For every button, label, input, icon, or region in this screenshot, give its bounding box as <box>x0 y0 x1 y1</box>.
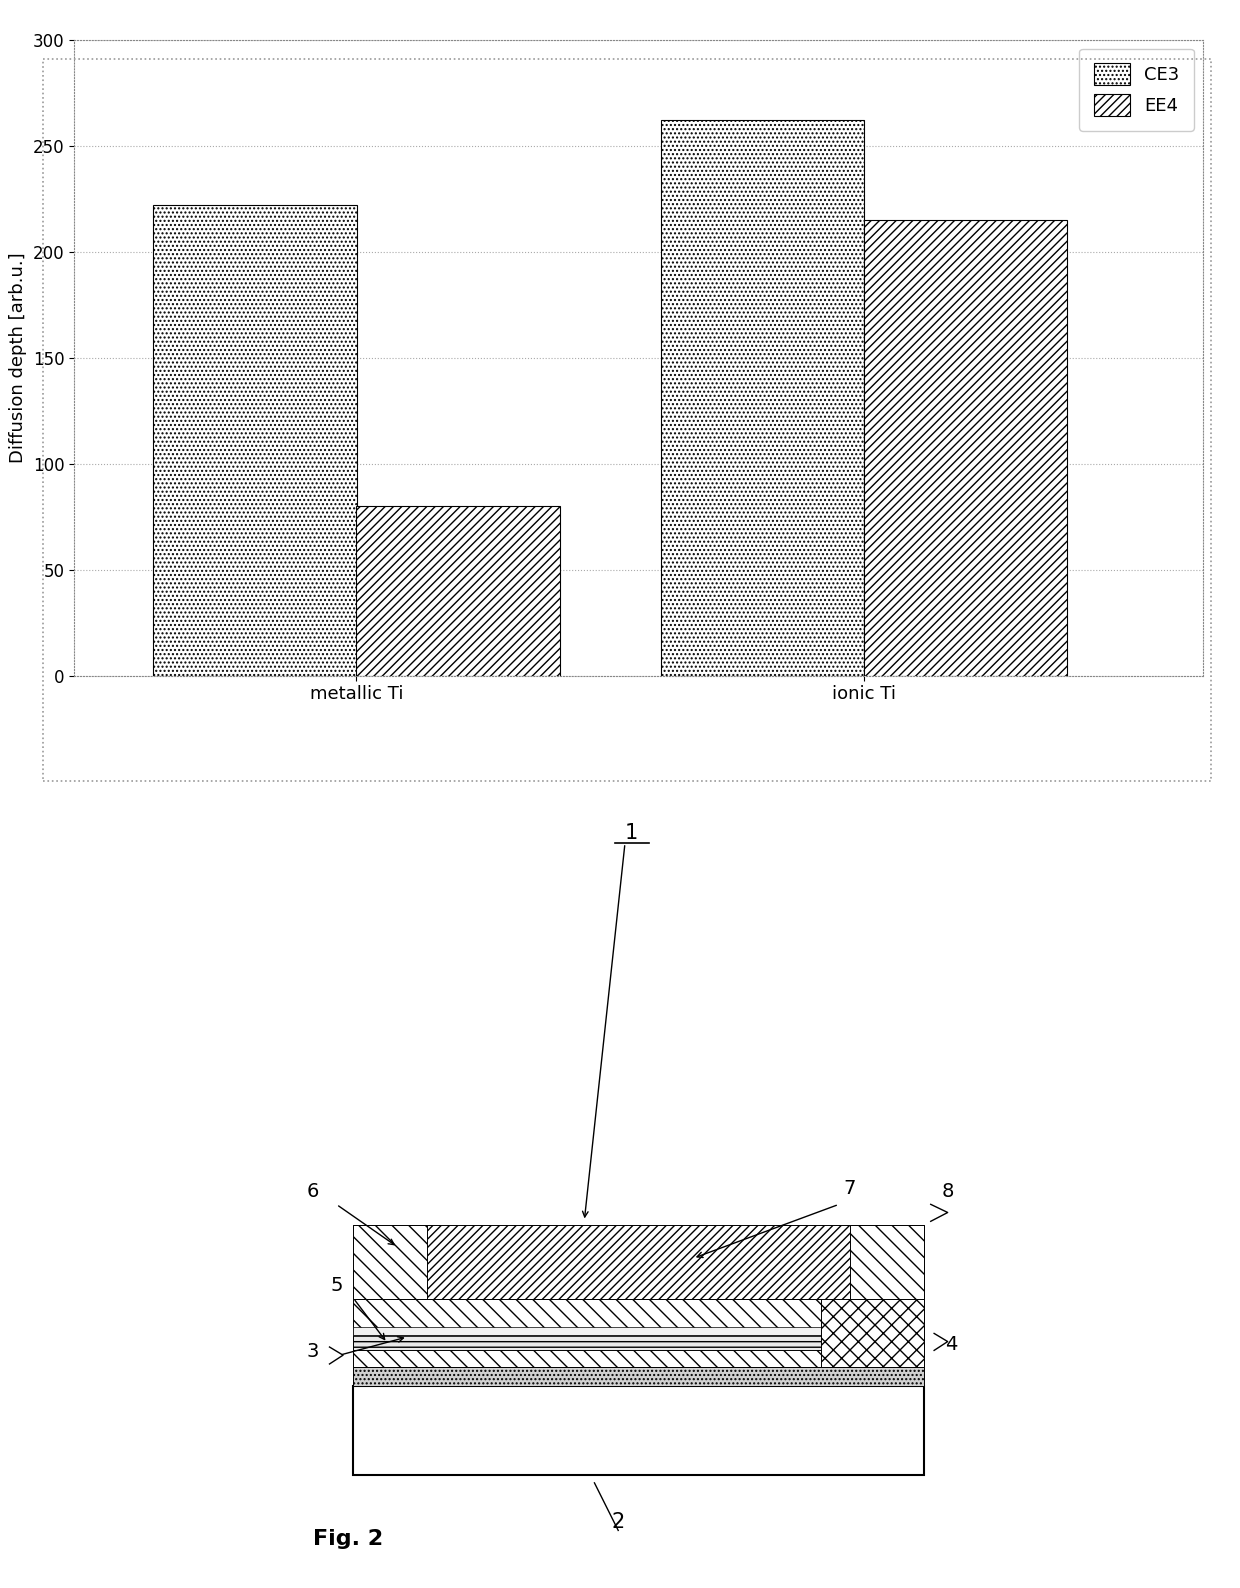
Text: 1: 1 <box>625 823 639 843</box>
Text: 7: 7 <box>843 1178 856 1197</box>
Bar <box>353 1328 821 1336</box>
Bar <box>356 507 559 675</box>
Text: 6: 6 <box>306 1181 319 1201</box>
Bar <box>353 1299 924 1367</box>
Text: 3: 3 <box>306 1342 319 1361</box>
Bar <box>353 1224 924 1299</box>
Text: 8: 8 <box>941 1181 954 1201</box>
Y-axis label: Diffusion depth [arb.u.]: Diffusion depth [arb.u.] <box>10 252 27 464</box>
Legend: CE3, EE4: CE3, EE4 <box>1079 49 1194 130</box>
Text: 4: 4 <box>945 1336 957 1355</box>
Bar <box>353 1336 821 1350</box>
Bar <box>353 1367 924 1386</box>
Text: 5: 5 <box>330 1275 342 1294</box>
Bar <box>154 205 357 675</box>
Bar <box>821 1262 924 1367</box>
Bar <box>661 121 864 675</box>
Bar <box>864 219 1068 675</box>
Text: Fig. 2: Fig. 2 <box>312 1529 383 1550</box>
Bar <box>849 1224 924 1299</box>
Text: 2: 2 <box>611 1512 625 1532</box>
Bar <box>353 1224 428 1299</box>
Bar <box>353 1386 924 1475</box>
